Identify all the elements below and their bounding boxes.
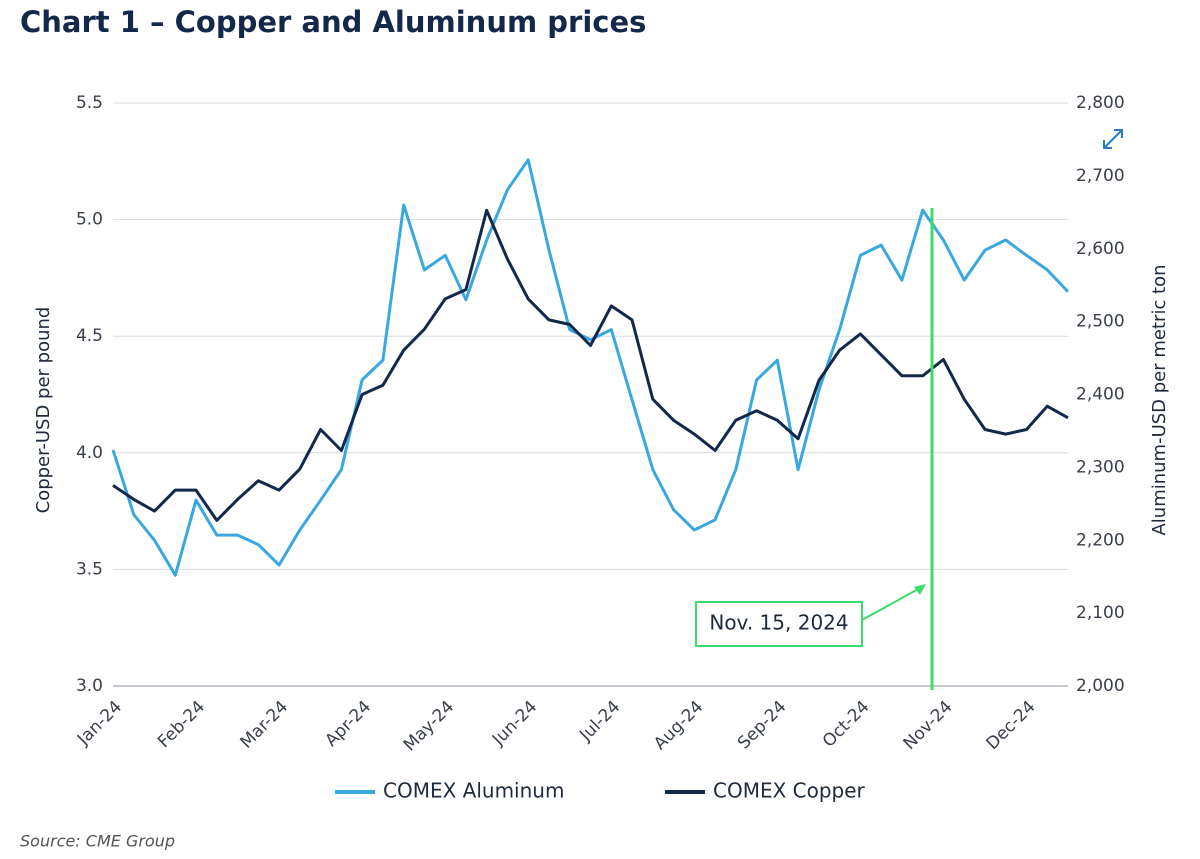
chart-title: Chart 1 – Copper and Aluminum prices — [20, 5, 646, 39]
source-note: Source: CME Group — [20, 832, 175, 851]
x-tick-label: Sep-24 — [734, 697, 790, 753]
y2-tick-label: 2,400 — [1076, 385, 1125, 405]
annotation-text: Nov. 15, 2024 — [709, 611, 848, 635]
x-tick-label: Dec-24 — [983, 697, 1040, 754]
annotation-arrow — [861, 587, 921, 621]
x-tick-label: Jul-24 — [575, 697, 624, 746]
y2-tick-label: 2,000 — [1076, 676, 1125, 696]
expand-icon[interactable] — [1103, 129, 1123, 149]
x-tick-label: Oct-24 — [819, 697, 874, 752]
series-line — [112, 208, 1069, 522]
y2-axis-title: Aluminum-USD per metric ton — [1149, 264, 1170, 535]
legend-label: COMEX Copper — [713, 779, 866, 803]
y2-tick-label: 2,200 — [1076, 530, 1125, 550]
x-tick-label: Mar-24 — [236, 697, 292, 753]
y-axis-title: Copper-USD per pound — [33, 307, 54, 514]
y2-tick-label: 2,800 — [1076, 93, 1125, 113]
x-tick-label: Apr-24 — [321, 697, 375, 751]
y2-tick-label: 2,300 — [1076, 457, 1125, 477]
x-tick-label: May-24 — [400, 697, 458, 755]
x-tick-label: Jan-24 — [73, 697, 126, 750]
x-tick-label: Nov-24 — [900, 697, 957, 754]
x-tick-label: Jun-24 — [488, 697, 541, 750]
y-tick-label: 3.5 — [76, 559, 103, 579]
annotation-arrowhead — [914, 584, 926, 595]
y-tick-label: 5.0 — [76, 210, 103, 230]
legend-label: COMEX Aluminum — [383, 779, 564, 803]
y-tick-label: 5.5 — [76, 93, 103, 113]
series-line — [111, 158, 1070, 577]
expand-icon-path — [1103, 129, 1123, 149]
annotation-box — [695, 601, 863, 647]
x-tick-label: Feb-24 — [154, 697, 209, 752]
y-tick-label: 4.0 — [76, 443, 103, 463]
x-tick-label: Aug-24 — [650, 697, 707, 754]
y2-tick-label: 2,700 — [1076, 166, 1125, 186]
y-tick-label: 3.0 — [76, 676, 103, 696]
y2-tick-label: 2,100 — [1076, 603, 1125, 623]
y-tick-label: 4.5 — [76, 326, 103, 346]
y2-tick-label: 2,600 — [1076, 239, 1125, 259]
y2-tick-label: 2,500 — [1076, 312, 1125, 332]
